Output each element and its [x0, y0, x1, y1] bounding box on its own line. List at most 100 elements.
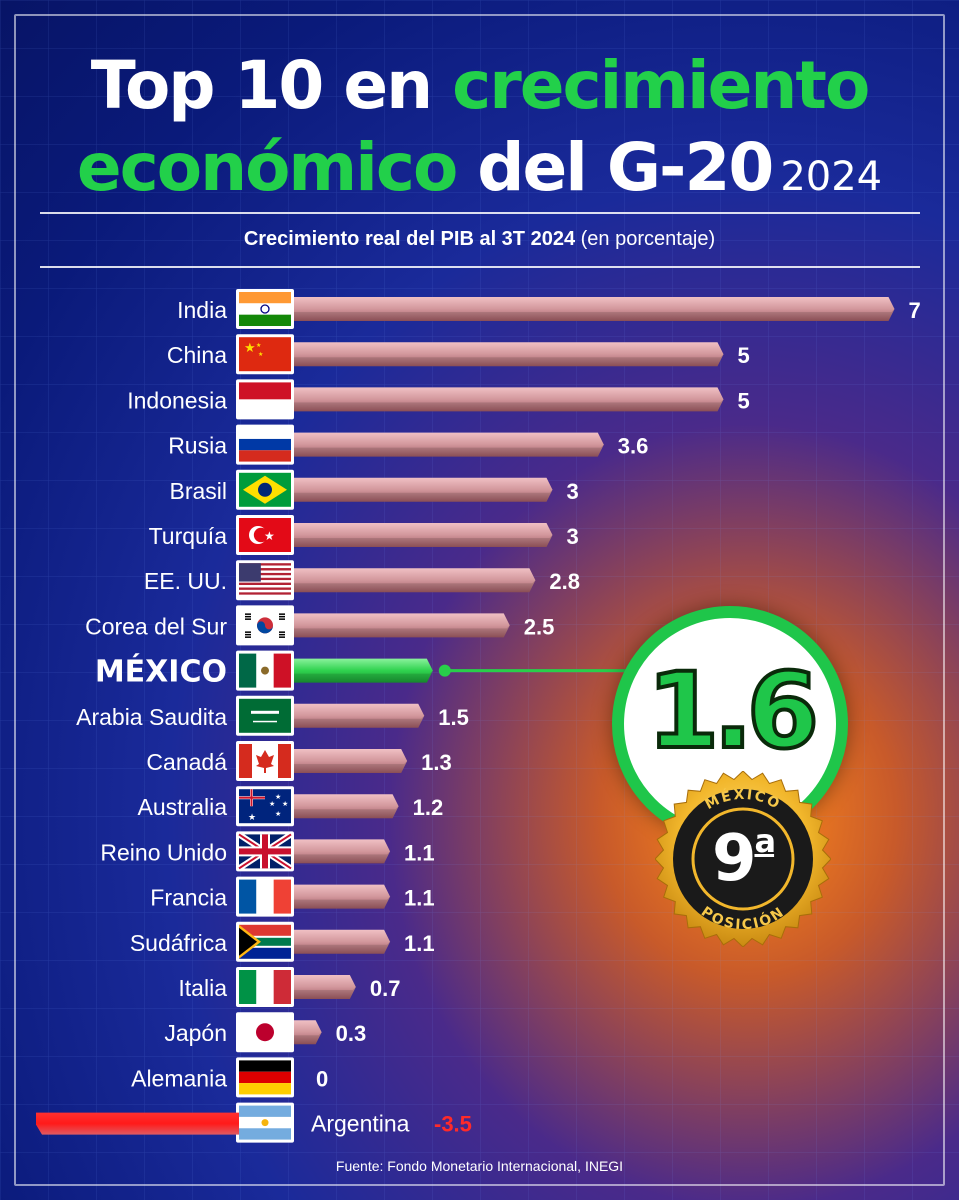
- category-label: Sudáfrica: [130, 930, 227, 956]
- source-note: Fuente: Fondo Monetario Internacional, I…: [335, 1158, 624, 1174]
- value-label: 1.1: [404, 886, 435, 911]
- bar-shade: [294, 354, 724, 367]
- svg-text:★: ★: [244, 340, 256, 355]
- bar: [294, 975, 356, 999]
- rank-number: 9: [711, 822, 757, 896]
- bar-shade: [294, 851, 391, 864]
- bar-shade: [294, 580, 536, 593]
- value-label: 2.5: [524, 614, 555, 639]
- value-label: 0: [316, 1066, 328, 1091]
- chart-row: India 7: [177, 289, 921, 329]
- bar-shade: [294, 535, 553, 547]
- chart-subtitle: Crecimiento real del PIB al 3T 2024 (en …: [0, 228, 959, 251]
- value-label: 7: [909, 298, 921, 323]
- bar-shade: [294, 715, 425, 728]
- chart-row: Rusia 3.6: [168, 424, 648, 465]
- bar-shade: [294, 941, 391, 954]
- bar-shade: [294, 625, 510, 638]
- category-label: Turquía: [149, 523, 228, 549]
- divider-bottom: [40, 266, 920, 268]
- seal-inner: [691, 807, 795, 911]
- indonesia-flag-icon: [236, 379, 294, 420]
- italy-flag-icon: [236, 967, 294, 1007]
- category-label: MÉXICO: [95, 654, 227, 690]
- bar-shade: [294, 761, 408, 773]
- bar-shade: [294, 806, 399, 819]
- rank-suffix: a: [754, 822, 776, 860]
- svg-text:★: ★: [248, 812, 256, 822]
- title-part: Top 10 en: [90, 47, 433, 124]
- category-label: Australia: [138, 794, 228, 820]
- bar-shade: [294, 987, 356, 999]
- south-africa-flag-icon: [236, 921, 294, 962]
- chart-row: ★ Turquía 3: [149, 515, 579, 555]
- saudi-arabia-flag-icon: [236, 695, 294, 736]
- chart-row: Arabia Saudita 1.5: [76, 695, 469, 736]
- bar: [294, 297, 895, 321]
- chart-row: Japón 0.3: [164, 1012, 366, 1053]
- category-label: Rusia: [168, 433, 227, 459]
- category-label: Japón: [164, 1020, 227, 1046]
- bar: [294, 1020, 322, 1045]
- russia-flag-icon: [236, 424, 294, 465]
- svg-text:★: ★: [258, 351, 263, 358]
- divider-top: [40, 212, 920, 214]
- chart-row: Argentina -3.5: [36, 1102, 472, 1143]
- value-label: -3.5: [434, 1112, 472, 1137]
- frame-border: [14, 14, 945, 1186]
- value-label: 3: [567, 524, 579, 549]
- uk-flag-icon: [236, 831, 294, 872]
- germany-flag-icon: [236, 1057, 294, 1098]
- chart-row: Canadá 1.3: [146, 741, 452, 781]
- bar-shade: [294, 1032, 322, 1045]
- value-label: 1.1: [404, 931, 435, 956]
- chart-row: Corea del Sur 2.5: [85, 605, 555, 646]
- value-label: 1.5: [438, 705, 469, 730]
- mexico-flag-icon: [236, 650, 294, 691]
- australia-flag-icon: ★★★★★: [236, 786, 294, 827]
- value-label: 1.2: [413, 795, 444, 820]
- bar: [294, 749, 408, 773]
- japan-flag-icon: [236, 1012, 294, 1053]
- bar-highlight: [294, 658, 433, 683]
- bar: [294, 613, 510, 638]
- chart-row: ★ ★★China 5: [167, 334, 750, 375]
- canada-flag-icon: [236, 741, 294, 781]
- value-label: 1.3: [421, 750, 452, 775]
- value-label: 5: [738, 388, 750, 413]
- title-year: 2024: [780, 154, 883, 200]
- subtitle-bold: Crecimiento real del PIB al 3T 2024: [243, 228, 576, 250]
- bar: [294, 387, 724, 412]
- value-label: 3: [567, 479, 579, 504]
- title-part: del G-20: [477, 129, 774, 206]
- category-label: EE. UU.: [144, 568, 227, 594]
- bar-shade: [294, 309, 895, 321]
- bar: [294, 929, 391, 954]
- chart-row: Indonesia 5: [127, 379, 750, 420]
- chart-row: EE. UU. 2.8: [144, 560, 580, 601]
- category-label: Italia: [178, 975, 227, 1001]
- bar: [294, 884, 391, 909]
- chart-row: ★★★★★ Australia 1.2: [138, 786, 444, 827]
- bar: [294, 432, 604, 457]
- bar-shade: [294, 489, 553, 502]
- chart-row: Sudáfrica 1.1: [130, 921, 435, 962]
- chart-row: Alemania 0: [131, 1057, 328, 1098]
- svg-text:★: ★: [264, 529, 275, 543]
- title-line-1: Top 10 en crecimiento: [0, 50, 959, 122]
- bar: [294, 523, 553, 547]
- position-seal: MÉXICO POSICIÓN: [655, 771, 831, 947]
- category-label: Arabia Saudita: [76, 704, 227, 730]
- mexico-connector-dot: [438, 664, 451, 677]
- bar-shade: [294, 444, 604, 457]
- france-flag-icon: [236, 876, 294, 917]
- bar: [294, 477, 553, 502]
- value-label: 5: [738, 343, 750, 368]
- category-label: Alemania: [131, 1065, 227, 1091]
- svg-text:★: ★: [256, 342, 261, 349]
- category-label: Brasil: [169, 478, 227, 504]
- bar: [294, 839, 391, 864]
- title-part-highlight: crecimiento: [452, 47, 870, 124]
